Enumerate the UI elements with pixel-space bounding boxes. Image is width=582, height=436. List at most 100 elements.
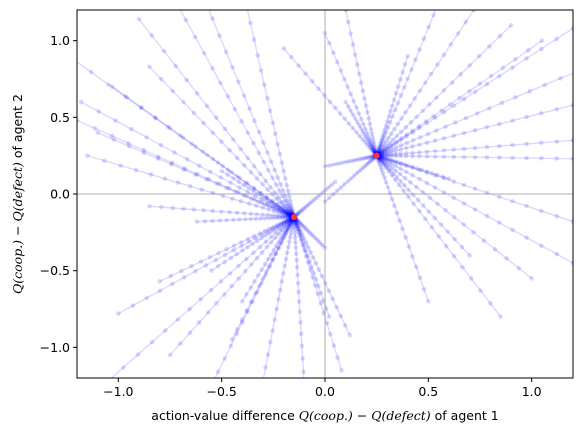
trajectory-point — [246, 185, 252, 191]
trajectory-point — [379, 158, 385, 164]
trajectory-point — [78, 99, 84, 105]
trajectory-point — [252, 118, 257, 124]
trajectory-point — [266, 215, 272, 221]
trajectory-point — [277, 287, 283, 293]
trajectory-point — [248, 20, 253, 26]
trajectory-point — [270, 199, 275, 204]
trajectory-point — [111, 137, 117, 142]
trajectory-point — [264, 195, 269, 200]
trajectory-line — [293, 181, 336, 218]
trajectory-point — [198, 296, 204, 302]
trajectory-point — [256, 150, 262, 156]
trajectory-point — [472, 186, 478, 192]
trajectory-point — [424, 169, 430, 174]
trajectory-point — [363, 163, 368, 168]
reference-lines — [77, 10, 573, 378]
trajectory-point — [379, 141, 384, 147]
trajectory-point — [445, 229, 450, 235]
trajectory-point — [403, 134, 409, 139]
trajectory-point — [248, 196, 254, 201]
trajectory-point — [383, 179, 389, 185]
trajectory-point — [187, 330, 193, 336]
trajectory-point — [258, 200, 264, 205]
trajectory-point — [283, 231, 289, 236]
trajectory-point — [283, 219, 289, 225]
trajectory-point — [390, 137, 396, 143]
trajectory-point — [303, 226, 309, 232]
trajectory-point — [222, 252, 228, 258]
trajectory-point — [419, 167, 425, 173]
trajectory-point — [408, 119, 414, 125]
trajectory-point — [245, 181, 250, 186]
trajectory-point — [158, 76, 164, 82]
trajectory-point — [471, 10, 477, 13]
trajectory-point — [275, 206, 281, 211]
trajectory-point — [230, 217, 236, 223]
trajectory-point — [389, 165, 394, 170]
trajectory-point — [102, 158, 107, 164]
trajectory-point — [529, 276, 534, 281]
trajectory-point — [432, 154, 438, 159]
trajectory-point — [538, 140, 544, 146]
trajectory-point — [270, 200, 275, 206]
trajectory-point — [297, 309, 303, 315]
trajectory-point — [298, 232, 303, 238]
trajectory-line — [376, 40, 543, 157]
trajectory-point — [379, 145, 385, 150]
trajectory-point — [399, 116, 404, 121]
trajectory-line — [376, 139, 573, 157]
trajectory-point — [144, 135, 149, 140]
trajectory-point — [240, 320, 245, 325]
trajectory-point — [504, 256, 509, 261]
y-tick-label: 0.0 — [50, 187, 70, 202]
trajectory-point — [280, 193, 285, 199]
trajectory-point — [127, 143, 132, 149]
trajectory-point — [387, 140, 392, 146]
trajectory-point — [267, 264, 272, 270]
trajectory-point — [265, 187, 270, 192]
trajectory-point — [398, 93, 404, 98]
trajectory-line — [246, 10, 295, 218]
trajectory-point — [432, 148, 438, 154]
trajectory-point — [441, 87, 447, 93]
trajectory-point — [290, 209, 296, 214]
trajectory-point — [170, 281, 175, 287]
trajectory-point — [497, 194, 502, 200]
trajectory-point — [331, 50, 336, 56]
trajectory-point — [259, 280, 264, 286]
trajectory-point — [273, 202, 278, 208]
trajectory-point — [263, 272, 268, 278]
trajectory-point — [435, 62, 440, 67]
trajectory-point — [124, 95, 130, 100]
trajectory-point — [391, 97, 397, 103]
trajectory-point — [369, 145, 375, 150]
trajectory-point — [370, 156, 376, 162]
x-tick-label: 0.0 — [315, 384, 335, 399]
fixed-point-1 — [291, 214, 297, 220]
trajectory-point — [249, 262, 254, 267]
trajectory-point — [380, 138, 385, 144]
trajectory-point — [398, 147, 403, 152]
trajectory-point — [237, 217, 242, 222]
trajectory-point — [281, 271, 286, 276]
trajectory-point — [300, 240, 306, 245]
trajectory-point — [405, 76, 411, 82]
trajectory-point — [472, 89, 478, 95]
trajectory-point — [277, 213, 283, 219]
trajectory-point — [251, 140, 256, 146]
trajectory-point — [435, 172, 440, 178]
trajectory-point — [362, 132, 367, 137]
trajectory-point — [327, 99, 333, 105]
trajectory-point — [234, 210, 240, 216]
trajectory-point — [236, 263, 241, 269]
trajectory-point — [273, 235, 278, 241]
trajectory-point — [387, 190, 393, 196]
trajectory-point — [224, 246, 229, 252]
trajectory-point — [376, 145, 382, 151]
trajectory-point — [204, 152, 210, 158]
trajectory-point — [510, 199, 515, 204]
trajectory-point — [149, 339, 155, 345]
trajectory-point — [244, 292, 249, 297]
trajectory-point — [267, 226, 272, 232]
trajectory-point — [168, 273, 174, 279]
